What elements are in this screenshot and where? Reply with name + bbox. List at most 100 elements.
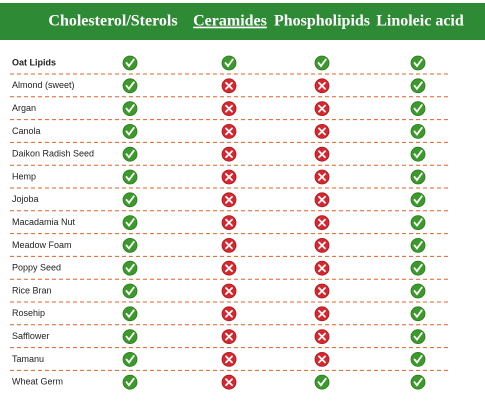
- icon-circle: [122, 351, 138, 367]
- cross-mark: [225, 81, 233, 90]
- check-mark: [413, 240, 423, 250]
- icon-circle: [122, 306, 138, 322]
- check-icon: [410, 192, 426, 208]
- check-mark: [125, 263, 135, 273]
- check-icon: [410, 260, 426, 276]
- check-mark: [317, 58, 327, 68]
- cross-icon: [314, 101, 330, 116]
- row-label: Jojoba: [12, 194, 39, 204]
- icon-circle: [410, 306, 426, 322]
- check-icon: [122, 78, 138, 94]
- check-icon: [122, 237, 138, 253]
- check-icon: [410, 55, 426, 71]
- icon-circle: [122, 192, 138, 208]
- check-mark: [413, 286, 423, 296]
- check-icon: [122, 101, 138, 116]
- cross-mark: [225, 195, 233, 204]
- cross-mark: [318, 287, 326, 295]
- row-label: Macadamia Nut: [12, 217, 76, 227]
- column-header: Cholesterol/Sterols: [48, 13, 177, 30]
- cross-icon: [221, 146, 237, 162]
- check-mark: [125, 286, 135, 296]
- icon-circle: [122, 260, 138, 276]
- check-icon: [122, 192, 138, 208]
- row-label: Daikon Radish Seed: [12, 149, 94, 159]
- check-icon: [122, 374, 138, 390]
- icon-circle: [410, 374, 426, 390]
- cross-mark: [225, 355, 233, 364]
- check-mark: [125, 126, 135, 136]
- cross-icon: [314, 329, 330, 345]
- icon-circle: [122, 329, 138, 345]
- check-mark: [413, 218, 423, 228]
- check-mark: [125, 58, 135, 68]
- check-mark: [413, 149, 423, 159]
- check-icon: [122, 55, 138, 71]
- icon-circle: [410, 351, 426, 367]
- check-mark: [125, 240, 135, 250]
- check-icon: [122, 146, 138, 162]
- check-mark: [125, 377, 135, 387]
- cross-icon: [221, 374, 237, 390]
- check-icon: [221, 55, 237, 71]
- cross-icon: [314, 192, 330, 208]
- check-icon: [410, 237, 426, 253]
- cross-mark: [318, 173, 326, 181]
- icon-circle: [221, 55, 237, 71]
- icon-circle: [410, 192, 426, 208]
- column-header: Ceramides: [193, 13, 267, 30]
- icon-circle: [314, 55, 330, 71]
- icon-circle: [122, 237, 138, 253]
- check-mark: [125, 149, 135, 159]
- check-icon: [122, 329, 138, 345]
- icon-circle: [410, 169, 426, 185]
- check-icon: [122, 169, 138, 185]
- check-mark: [413, 104, 423, 114]
- check-icon: [410, 329, 426, 345]
- cross-mark: [318, 309, 326, 318]
- icon-circle: [410, 215, 426, 231]
- cross-icon: [221, 306, 237, 322]
- cross-icon: [314, 306, 330, 322]
- icon-circle: [314, 374, 330, 390]
- check-icon: [122, 260, 138, 276]
- cross-mark: [225, 127, 233, 136]
- check-mark: [413, 309, 423, 319]
- row-label: Canola: [12, 126, 41, 136]
- icon-circle: [410, 283, 426, 299]
- cross-icon: [221, 123, 237, 139]
- check-mark: [125, 218, 135, 228]
- check-icon: [410, 283, 426, 299]
- check-icon: [122, 283, 138, 299]
- cross-icon: [314, 78, 330, 94]
- check-icon: [410, 146, 426, 162]
- cross-icon: [314, 351, 330, 367]
- check-icon: [410, 351, 426, 367]
- icon-circle: [122, 55, 138, 71]
- cross-icon: [221, 169, 237, 185]
- icon-circle: [410, 78, 426, 94]
- check-icon: [410, 169, 426, 185]
- check-mark: [413, 332, 423, 342]
- cross-mark: [225, 218, 233, 227]
- check-mark: [413, 377, 423, 387]
- row-label: Poppy Seed: [12, 263, 61, 273]
- check-icon: [410, 123, 426, 139]
- row-label: Oat Lipids: [12, 57, 56, 67]
- check-mark: [413, 354, 423, 364]
- icon-circle: [122, 123, 138, 139]
- check-icon: [410, 215, 426, 231]
- check-mark: [125, 332, 135, 342]
- check-mark: [413, 126, 423, 136]
- cross-mark: [318, 195, 326, 204]
- cross-mark: [225, 264, 233, 273]
- icon-circle: [410, 123, 426, 139]
- check-icon: [314, 374, 330, 390]
- header-bar: [0, 3, 485, 40]
- row-label: Rice Bran: [12, 285, 52, 295]
- check-mark: [413, 195, 423, 205]
- row-label: Wheat Germ: [12, 377, 63, 387]
- cross-icon: [221, 260, 237, 276]
- check-mark: [224, 58, 234, 68]
- cross-mark: [318, 104, 326, 113]
